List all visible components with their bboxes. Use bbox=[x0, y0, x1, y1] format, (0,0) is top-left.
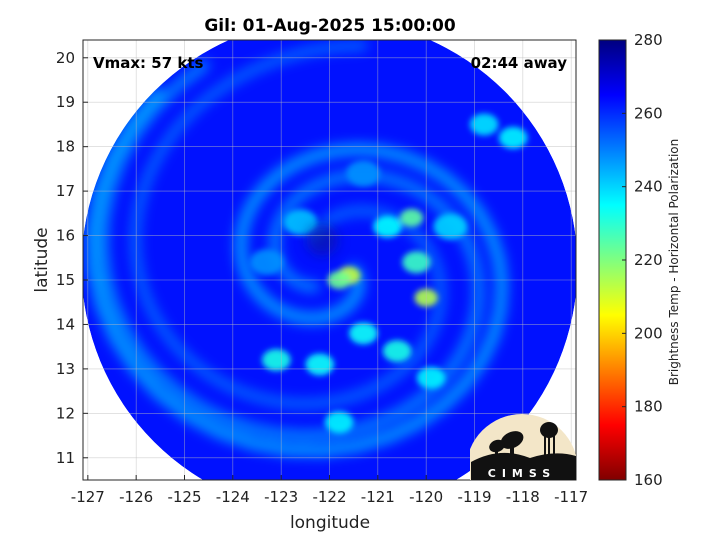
convective-cell bbox=[283, 209, 318, 236]
colorbar-label: Brightness Temp - Horizontal Polarizatio… bbox=[667, 139, 681, 386]
colorbar-tick-label: 260 bbox=[634, 104, 663, 122]
storm-eye bbox=[306, 224, 339, 256]
y-tick-label: 12 bbox=[56, 404, 75, 422]
x-tick-label: -123 bbox=[264, 488, 298, 506]
y-axis-label: latitude bbox=[32, 227, 52, 292]
x-tick-label: -122 bbox=[312, 488, 346, 506]
convective-cell bbox=[433, 213, 468, 240]
convective-cell bbox=[469, 113, 499, 136]
rain-band bbox=[86, 87, 509, 457]
y-tick-label: 20 bbox=[56, 49, 75, 67]
colorbar-tick-label: 280 bbox=[634, 31, 663, 49]
y-tick-label: 18 bbox=[56, 138, 75, 156]
convective-cell bbox=[249, 249, 284, 276]
y-tick-label: 14 bbox=[56, 315, 75, 333]
x-tick-label: -118 bbox=[506, 488, 540, 506]
x-tick-label: -121 bbox=[361, 488, 395, 506]
colorbar-tick-label: 220 bbox=[634, 251, 663, 269]
x-axis: -127 -126 -125 -124 -123 -122 -121 -120 -119 -118… bbox=[71, 475, 588, 506]
chart-title: Gil: 01-Aug-2025 15:00:00 bbox=[204, 16, 455, 36]
colorbar-ticks: 160 180 200 220 240 260 280 bbox=[622, 31, 663, 489]
vmax-annotation: Vmax: 57 kts bbox=[93, 54, 203, 72]
convective-cell bbox=[305, 353, 335, 376]
logo-text: CIMSS bbox=[488, 467, 556, 480]
y-tick-label: 11 bbox=[56, 449, 75, 467]
plot-area bbox=[83, 40, 576, 480]
convective-cell bbox=[373, 215, 402, 238]
convective-cell bbox=[382, 340, 412, 363]
convective-cell bbox=[416, 366, 446, 389]
x-tick-label: -117 bbox=[554, 488, 588, 506]
x-tick-label: -127 bbox=[71, 488, 105, 506]
convective-cell bbox=[402, 251, 431, 274]
colorbar: 160 180 200 220 240 260 280 Brightness Temp - … bbox=[598, 31, 681, 489]
y-axis: 11 12 13 14 15 16 17 18 19 20 bbox=[56, 49, 88, 467]
time-away-annotation: 02:44 away bbox=[471, 54, 568, 72]
x-tick-label: -120 bbox=[409, 488, 443, 506]
y-tick-label: 16 bbox=[56, 227, 75, 245]
x-tick-label: -125 bbox=[167, 488, 201, 506]
cimss-logo: CIMSS bbox=[470, 414, 576, 480]
x-tick-label: -119 bbox=[457, 488, 491, 506]
colorbar-tick-label: 240 bbox=[634, 178, 663, 196]
x-axis-label: longitude bbox=[290, 513, 370, 533]
rain-band bbox=[130, 40, 446, 409]
convective-cell bbox=[324, 411, 354, 434]
colorbar-tick-label: 200 bbox=[634, 324, 663, 342]
convective-cell bbox=[349, 322, 378, 345]
colorbar-tick-label: 180 bbox=[634, 398, 663, 416]
convective-cell bbox=[346, 160, 381, 187]
grid-lines bbox=[83, 40, 576, 480]
convective-cell bbox=[399, 208, 424, 227]
y-tick-label: 15 bbox=[56, 271, 75, 289]
y-tick-label: 19 bbox=[56, 93, 75, 111]
colorbar-gradient bbox=[598, 39, 627, 481]
y-tick-label: 17 bbox=[56, 182, 75, 200]
convective-cell bbox=[498, 126, 528, 149]
x-tick-label: -126 bbox=[119, 488, 153, 506]
x-tick-label: -124 bbox=[216, 488, 250, 506]
y-tick-label: 13 bbox=[56, 360, 75, 378]
convective-cell bbox=[262, 349, 291, 371]
colorbar-tick-label: 160 bbox=[634, 471, 663, 489]
